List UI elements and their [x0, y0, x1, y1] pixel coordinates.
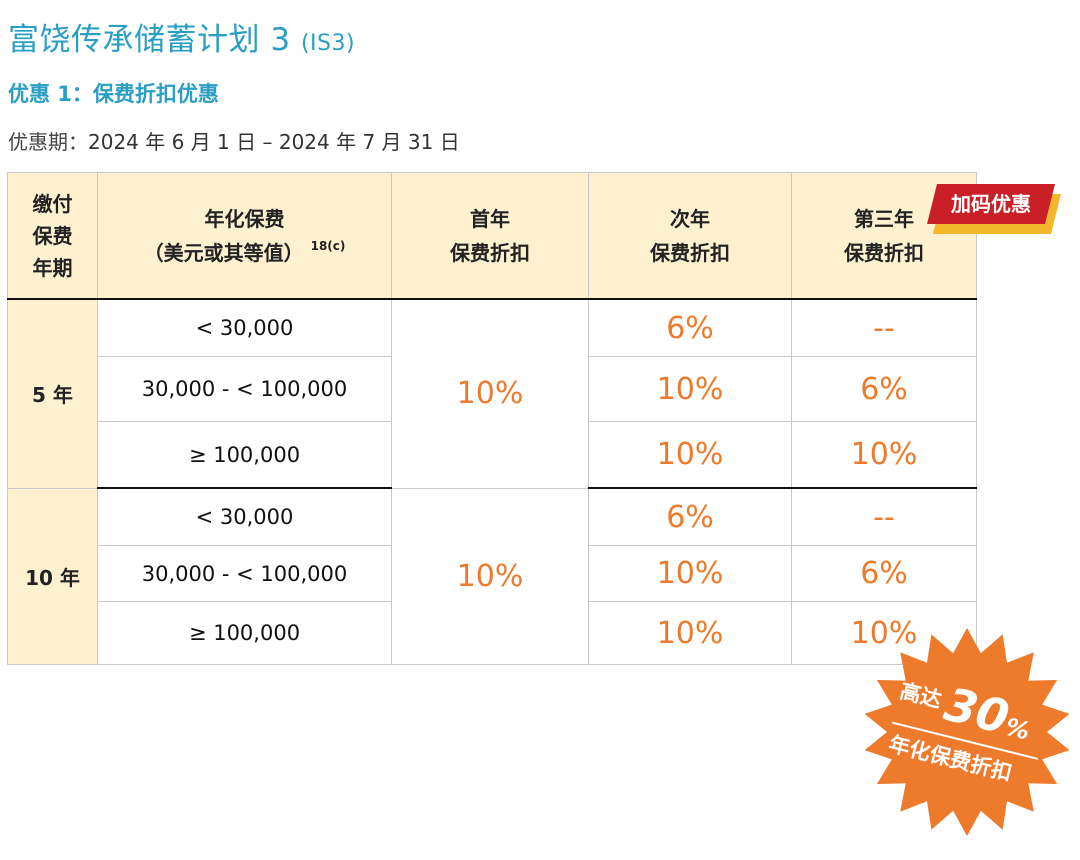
- header-year1-line2: 保费折扣: [450, 240, 530, 265]
- bonus-offer-label: 加码优惠: [951, 192, 1031, 216]
- year2-discount: 6%: [588, 487, 792, 546]
- table-row: 30,000 - < 100,000 10% 6%: [8, 356, 977, 422]
- starburst-prefix: 高达: [897, 678, 944, 713]
- term-cell: 5 年: [7, 298, 98, 489]
- offer-period: 优惠期：2024 年 6 月 1 日 – 2024 年 7 月 31 日: [8, 126, 460, 155]
- starburst-unit: %: [1002, 712, 1033, 746]
- year3-discount: 10%: [791, 421, 977, 489]
- header-year1: 首年 保费折扣: [391, 172, 589, 300]
- table-row: 10 年 < 30,000 10% 6% --: [7, 487, 977, 665]
- year3-discount: 6%: [791, 545, 977, 602]
- premium-cell: 30,000 - < 100,000: [97, 356, 392, 422]
- offer-period-label: 优惠期：: [8, 130, 88, 154]
- discount-starburst: 高达 30% 年化保费折扣: [855, 622, 1080, 836]
- header-term-line3: 年期: [32, 255, 73, 280]
- year3-discount: --: [791, 298, 977, 357]
- page-title: 富饶传承储蓄计划 3 (IS3): [8, 14, 355, 59]
- year2-discount: 10%: [588, 601, 792, 665]
- header-term-line1: 缴付: [32, 191, 73, 216]
- header-term-line2: 保费: [32, 223, 73, 248]
- starburst-shape: [864, 628, 1070, 836]
- offer-title: 优惠 1：保费折扣优惠: [8, 82, 219, 106]
- premium-cell: ≥ 100,000: [97, 601, 392, 665]
- table-row: ≥ 100,000 10% 10%: [8, 421, 977, 489]
- table-row: 30,000 - < 100,000 10% 6%: [8, 545, 977, 602]
- year2-discount: 10%: [588, 421, 792, 489]
- header-term: 缴付 保费 年期: [7, 172, 98, 300]
- header-year3-line2: 保费折扣: [844, 240, 924, 265]
- header-premium-line2: （美元或其等值） 18(c): [98, 236, 391, 270]
- footnote-ref: 18(c): [310, 238, 346, 253]
- year2-discount: 6%: [588, 298, 792, 357]
- header-premium-line1: 年化保费: [204, 206, 285, 231]
- header-year1-line1: 首年: [470, 206, 510, 231]
- year2-discount: 10%: [588, 545, 792, 602]
- table-row: 5 年 < 30,000 10% 6% --: [7, 298, 977, 489]
- header-year3-line1: 第三年: [854, 206, 914, 231]
- header-premium-currency: （美元或其等值）: [143, 240, 304, 265]
- plan-name: 富饶传承储蓄计划 3: [8, 22, 291, 58]
- first-year-discount: 10%: [391, 298, 589, 489]
- year3-discount: --: [791, 487, 977, 546]
- header-premium: 年化保费 （美元或其等值） 18(c): [97, 172, 392, 300]
- year2-discount: 10%: [588, 356, 792, 422]
- discount-table: 缴付 保费 年期 年化保费 （美元或其等值） 18(c) 首年 保费折扣 次年 …: [7, 172, 977, 665]
- offer-period-value: 2024 年 6 月 1 日 – 2024 年 7 月 31 日: [88, 130, 460, 154]
- year3-discount: 6%: [791, 356, 977, 422]
- first-year-discount: 10%: [391, 487, 589, 665]
- premium-cell: ≥ 100,000: [97, 421, 392, 489]
- term-cell: 10 年: [7, 487, 98, 665]
- premium-cell: 30,000 - < 100,000: [97, 545, 392, 602]
- premium-cell: < 30,000: [97, 487, 392, 546]
- premium-cell: < 30,000: [97, 298, 392, 357]
- header-year2-line2: 保费折扣: [650, 240, 730, 265]
- header-year2: 次年 保费折扣: [588, 172, 792, 300]
- bonus-offer-badge: 加码优惠: [927, 184, 1061, 234]
- plan-code: (IS3): [300, 31, 356, 56]
- header-year2-line1: 次年: [670, 206, 710, 231]
